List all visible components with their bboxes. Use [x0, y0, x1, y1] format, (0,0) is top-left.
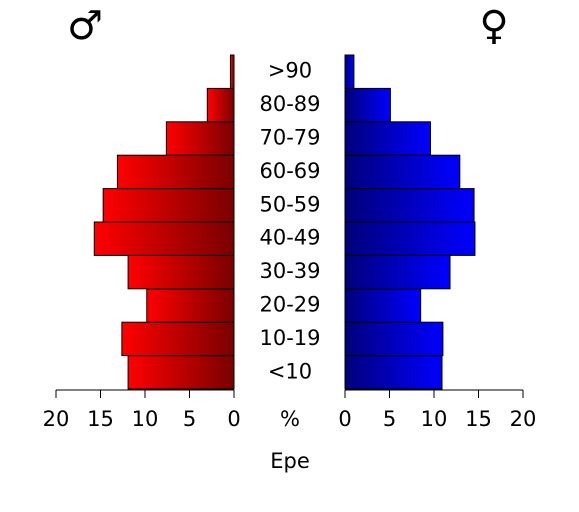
bar — [229, 54, 235, 89]
legend-symbol: ♀ — [479, 3, 508, 49]
x-tick-label: 10 — [132, 407, 159, 431]
bar — [344, 355, 443, 390]
category-label: 20-29 — [259, 293, 320, 317]
x-tick-label: 15 — [465, 407, 492, 431]
bar — [344, 154, 461, 190]
bar — [344, 54, 355, 89]
x-tick-label: 20 — [510, 407, 537, 431]
x-tick-label: 0 — [227, 407, 240, 431]
x-tick-label: 5 — [183, 407, 196, 431]
x-axis-title: Epe — [270, 449, 310, 473]
bar — [344, 188, 475, 223]
bar — [344, 288, 422, 323]
category-label: 70-79 — [259, 126, 320, 150]
x-tick-label: 20 — [43, 407, 70, 431]
category-label: <10 — [268, 359, 312, 383]
x-tick-label: 0 — [338, 407, 351, 431]
category-label: 50-59 — [259, 192, 320, 216]
bar — [127, 355, 235, 390]
x-tick-label: 15 — [87, 407, 114, 431]
category-label: >90 — [268, 59, 312, 83]
x-tick-label: 10 — [421, 407, 448, 431]
bar — [102, 188, 235, 223]
bar — [206, 87, 235, 123]
bar — [344, 121, 431, 156]
category-label: 10-19 — [259, 326, 320, 350]
legend-symbol: ♂ — [67, 3, 103, 49]
bar — [127, 254, 235, 290]
category-label: 80-89 — [259, 92, 320, 116]
category-label: 60-69 — [259, 159, 320, 183]
bar — [344, 254, 451, 290]
x-tick-label: 5 — [383, 407, 396, 431]
bar — [146, 288, 235, 323]
bar — [165, 121, 235, 156]
bar — [344, 321, 444, 357]
category-label: 40-49 — [259, 226, 320, 250]
unit-label: % — [280, 407, 300, 431]
bar — [93, 221, 235, 256]
bar — [344, 221, 476, 256]
bar — [344, 87, 391, 123]
category-label: 30-39 — [259, 259, 320, 283]
bar — [116, 154, 235, 190]
bar — [121, 321, 235, 357]
